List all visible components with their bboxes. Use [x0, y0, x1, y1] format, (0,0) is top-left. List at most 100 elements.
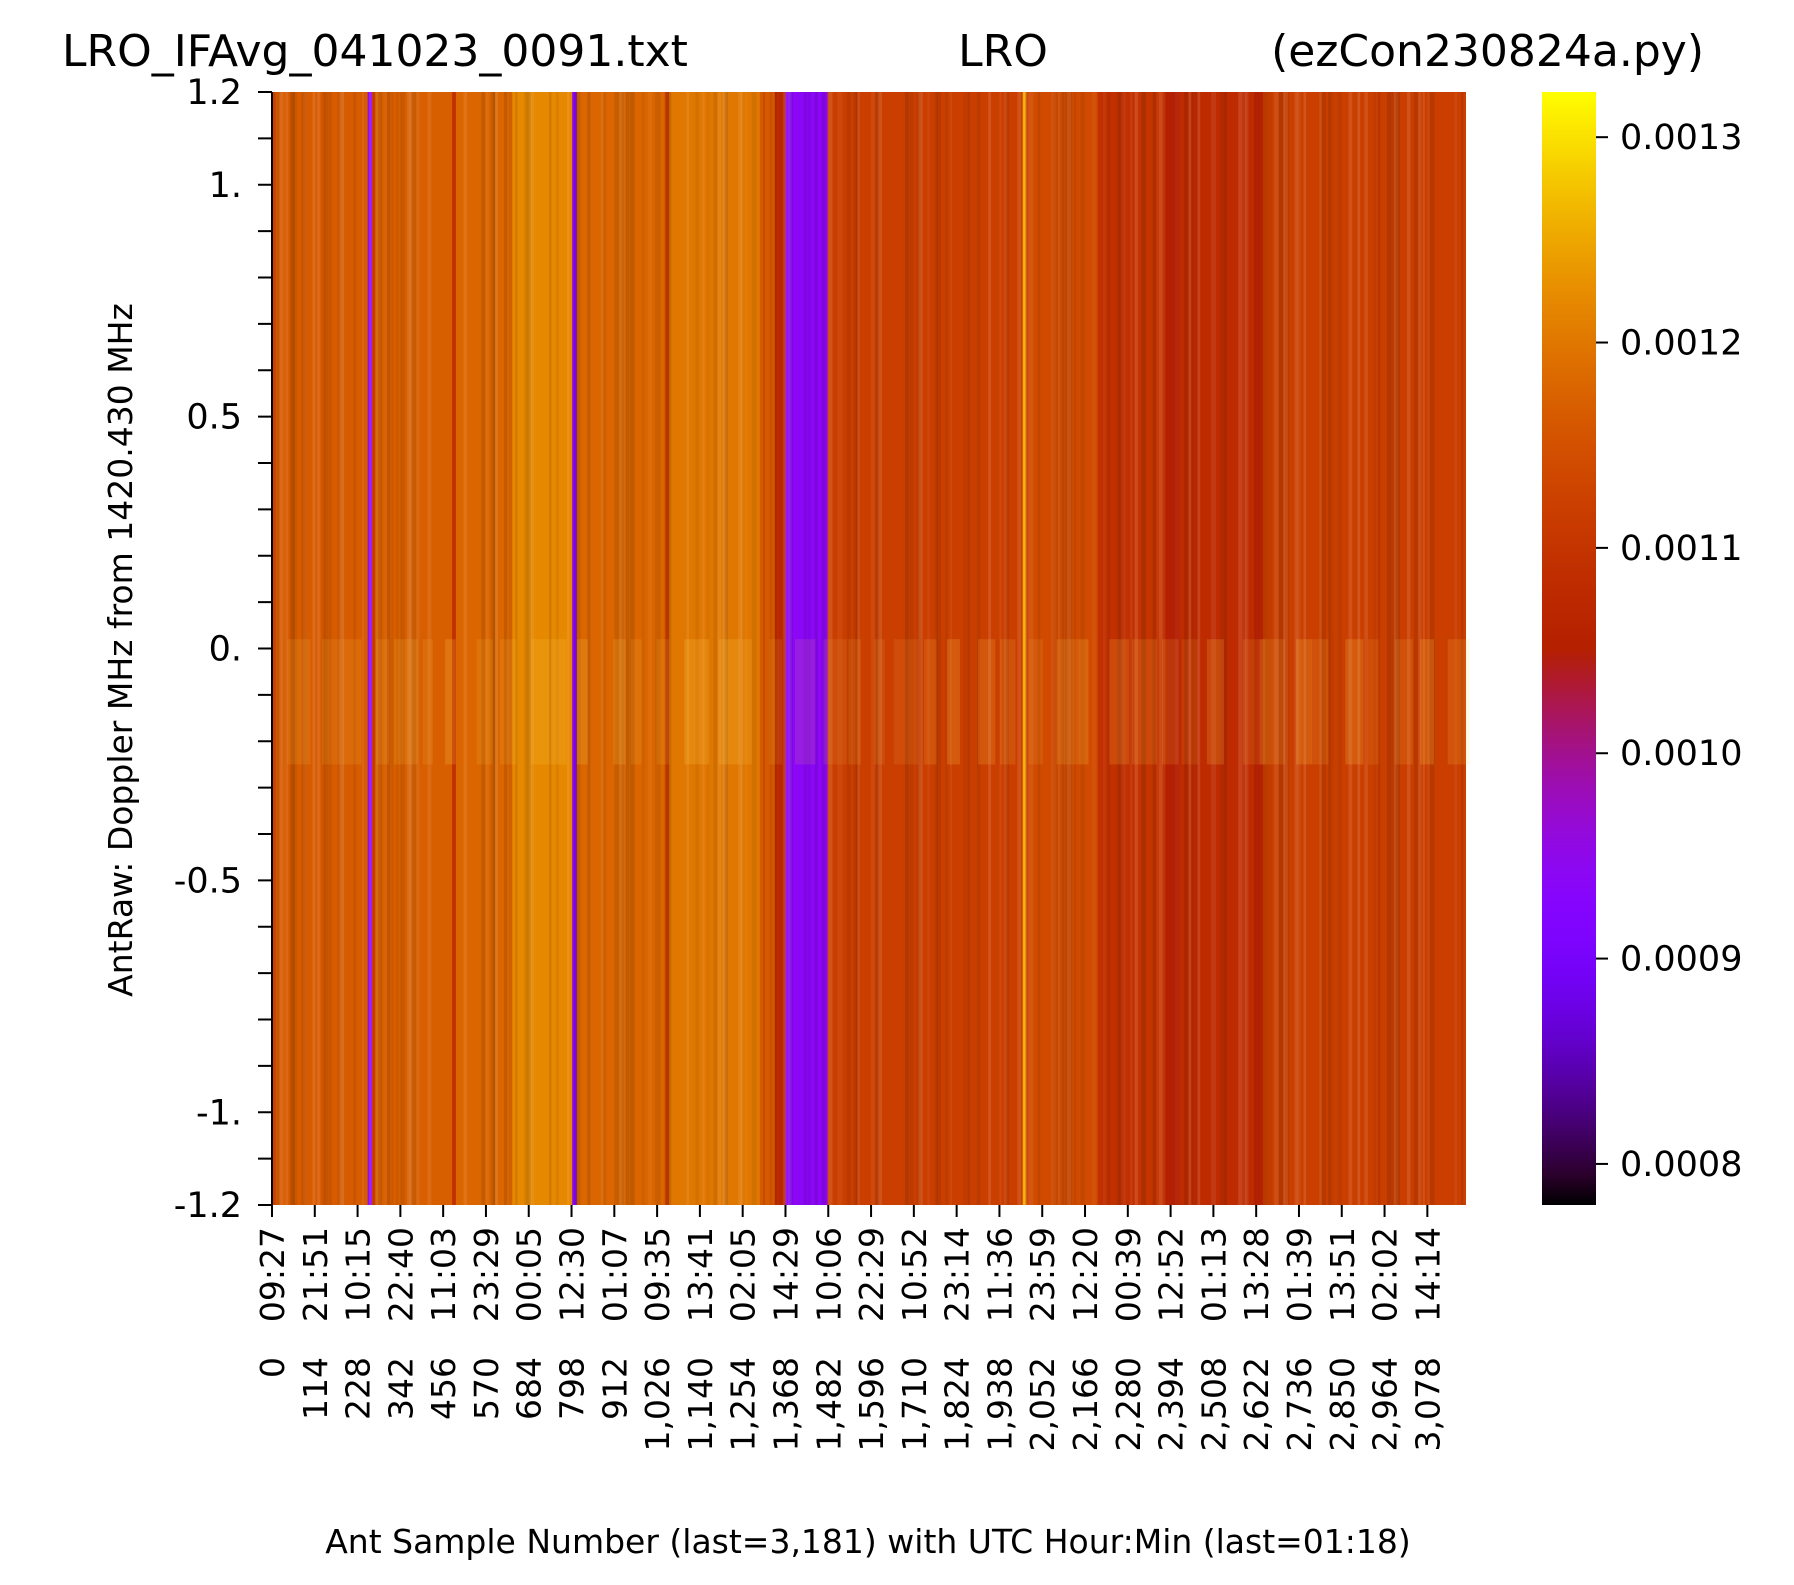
heatmap-stripe [904, 92, 909, 1205]
heatmap-stripe [769, 92, 773, 1205]
heatmap-stripe [463, 92, 468, 1205]
heatmap-stripe [386, 92, 391, 1205]
heatmap-stripe [1429, 92, 1435, 1205]
heatmap-stripe [988, 92, 991, 1205]
heatmap-stripe [783, 92, 788, 1205]
heatmap-stripe [934, 92, 938, 1205]
heatmap-stripe [1064, 92, 1070, 1205]
heatmap-stripe [630, 92, 635, 1205]
heatmap-stripe [524, 92, 527, 1205]
heatmap-band [272, 92, 276, 1205]
x-tick-sample-label: 1,938 [980, 1357, 1019, 1451]
heatmap-stripe [337, 92, 342, 1205]
heatmap-stripe [391, 92, 394, 1205]
doppler-highlight [769, 639, 783, 765]
x-tick-sample-label: 2,280 [1109, 1357, 1148, 1451]
colorbar: 0.0008 0.0009 0.0010 0.0011 0.0012 0.0013 [1542, 92, 1742, 1205]
heatmap-stripe [1091, 92, 1096, 1205]
y-tick-label: 1. [209, 166, 242, 206]
x-tick-sample-label: 2,964 [1366, 1357, 1405, 1451]
heatmap-stripe [803, 92, 808, 1205]
y-tick-label: 0.5 [186, 398, 242, 438]
heatmap-stripe [427, 92, 432, 1205]
x-tick-sample-label: 2,850 [1323, 1357, 1362, 1451]
heatmap-stripe [1107, 92, 1111, 1205]
heatmap-stripe [528, 92, 532, 1205]
heatmap-stripe [384, 92, 388, 1205]
heatmap-stripe [623, 92, 626, 1205]
heatmap-stripe [1328, 92, 1331, 1205]
doppler-highlight [1109, 639, 1130, 765]
heatmap-stripe [1393, 92, 1399, 1205]
heatmap-stripe [1103, 92, 1106, 1205]
y-tick-label: -1.2 [174, 1186, 242, 1226]
x-tick-sample-label: 114 [296, 1357, 335, 1420]
x-tick-sample-label: 1,368 [766, 1357, 805, 1451]
x-tick-time-label: 09:35 [638, 1227, 677, 1322]
heatmap-stripe [657, 92, 661, 1205]
doppler-highlight [873, 639, 885, 765]
heatmap-stripe [808, 92, 811, 1205]
x-tick-sample-label: 912 [595, 1357, 634, 1420]
doppler-highlight [848, 639, 862, 765]
heatmap-stripe [909, 92, 914, 1205]
heatmap-stripe [738, 92, 742, 1205]
x-tick-time-label: 01:07 [595, 1227, 634, 1322]
heatmap-stripe [1053, 92, 1058, 1205]
heatmap-stripe [1244, 92, 1249, 1205]
colorbar-tick-label: 0.0008 [1620, 1145, 1742, 1185]
heatmap-stripe [411, 92, 414, 1205]
title-center: LRO [958, 26, 1048, 77]
heatmap-stripe [290, 92, 295, 1205]
heatmap-band [1025, 92, 1098, 1205]
heatmap-stripe [1285, 92, 1289, 1205]
doppler-highlight [445, 639, 456, 765]
heatmap-stripe [1037, 92, 1041, 1205]
heatmap-stripe [576, 92, 581, 1205]
heatmap-stripe [303, 92, 307, 1205]
doppler-highlight [499, 639, 517, 765]
heatmap-stripe [666, 92, 669, 1205]
heatmap-stripe [503, 92, 508, 1205]
x-tick-time-label: 11:03 [424, 1227, 463, 1322]
heatmap-stripe [916, 92, 921, 1205]
x-tick-time-label: 14:29 [766, 1227, 805, 1322]
heatmap-band [665, 92, 670, 1205]
x-axis: 09:27021:5111410:1522822:4034211:0345623… [253, 1205, 1447, 1451]
heatmap-stripe [945, 92, 948, 1205]
heatmap-stripe [1339, 92, 1342, 1205]
colorbar-tick-label: 0.0011 [1620, 529, 1742, 569]
doppler-highlight [1259, 639, 1286, 765]
heatmap-band [669, 92, 760, 1205]
heatmap-stripe [490, 92, 496, 1205]
x-tick-time-label: 23:14 [938, 1227, 977, 1322]
title-left: LRO_IFAvg_041023_0091.txt [62, 26, 688, 77]
heatmap-stripe [1386, 92, 1392, 1205]
heatmap-stripe [362, 92, 365, 1205]
heatmap-stripe [317, 92, 321, 1205]
heatmap-stripe [641, 92, 646, 1205]
y-axis-label: AntRaw: Doppler MHz from 1420.430 MHz [101, 303, 140, 997]
heatmap-stripe [1242, 92, 1247, 1205]
heatmap-stripe [1413, 92, 1418, 1205]
x-tick-time-label: 01:13 [1194, 1227, 1233, 1322]
x-tick-sample-label: 2,736 [1280, 1357, 1319, 1451]
heatmap-band [572, 92, 577, 1205]
doppler-highlight [630, 639, 642, 765]
heatmap-stripe [1028, 92, 1034, 1205]
doppler-highlight [999, 639, 1016, 765]
x-tick-sample-label: 342 [381, 1357, 420, 1420]
x-tick-time-label: 00:05 [510, 1227, 549, 1322]
x-tick-sample-label: 1,482 [809, 1357, 848, 1451]
heatmap-stripe [1253, 92, 1256, 1205]
heatmap-stripe [1454, 92, 1458, 1205]
heatmap-stripe [567, 92, 570, 1205]
heatmap-stripe [1395, 92, 1401, 1205]
heatmap-stripe [967, 92, 971, 1205]
heatmap-band [1097, 92, 1136, 1205]
doppler-highlight [321, 639, 342, 765]
doppler-highlight [1181, 639, 1199, 765]
heatmap-stripe [368, 92, 373, 1205]
x-tick-time-label: 00:39 [1109, 1227, 1148, 1322]
heatmap-stripe [413, 92, 417, 1205]
